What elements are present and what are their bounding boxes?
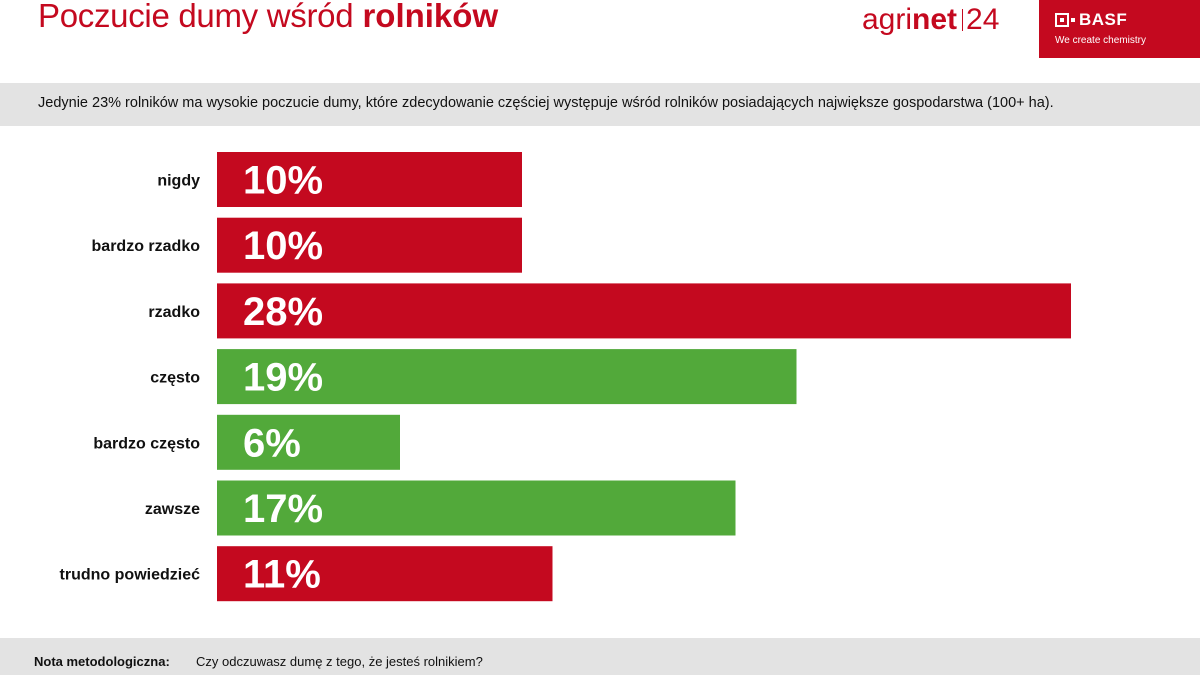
subtitle-band: Jedynie 23% rolników ma wysokie poczucie… bbox=[0, 83, 1200, 126]
category-label: zawsze bbox=[145, 501, 200, 518]
title-bold: rolników bbox=[362, 0, 499, 34]
methodology-label: Nota metodologiczna: bbox=[34, 654, 170, 669]
category-label: trudno powiedzieć bbox=[60, 567, 201, 584]
basf-logo: BASF We create chemistry bbox=[1039, 0, 1200, 58]
category-label: nigdy bbox=[157, 173, 200, 190]
bar bbox=[217, 414, 400, 470]
agrinet-logo-part3: 24 bbox=[966, 3, 1000, 36]
value-label: 17% bbox=[243, 487, 323, 531]
bar bbox=[217, 480, 736, 536]
methodology-note: Nota metodologiczna: Czy odczuwasz dumę … bbox=[0, 638, 1200, 675]
category-label: bardzo często bbox=[93, 435, 200, 452]
agrinet-logo-part2: net bbox=[912, 3, 958, 36]
page-title: Poczucie dumy wśród rolników bbox=[38, 0, 498, 36]
agrinet-separator bbox=[962, 9, 964, 31]
bar bbox=[217, 152, 522, 207]
category-label: często bbox=[150, 370, 200, 387]
category-label: rzadko bbox=[148, 304, 200, 321]
bar bbox=[217, 283, 1071, 339]
bar bbox=[217, 546, 553, 602]
category-label: bardzo rzadko bbox=[92, 238, 201, 255]
agrinet-logo: agrinet 24 bbox=[862, 2, 999, 38]
value-label: 19% bbox=[243, 356, 323, 400]
value-label: 10% bbox=[243, 224, 323, 268]
bar bbox=[217, 349, 797, 405]
value-label: 6% bbox=[243, 421, 301, 465]
agrinet-logo-part1: agri bbox=[862, 3, 913, 36]
bar-chart: nigdy 10% bardzo rzadko 10% rzadko 28% często 1… bbox=[60, 152, 1071, 602]
basf-dash-icon bbox=[1071, 18, 1075, 22]
bar bbox=[217, 217, 522, 273]
basf-square-icon bbox=[1055, 13, 1069, 27]
basf-tagline: We create chemistry bbox=[1055, 35, 1146, 46]
value-label: 28% bbox=[243, 290, 323, 334]
methodology-question: Czy odczuwasz dumę z tego, że jesteś rol… bbox=[196, 654, 483, 669]
value-label: 11% bbox=[243, 553, 321, 597]
basf-name: BASF bbox=[1079, 10, 1128, 29]
subtitle-text: Jedynie 23% rolników ma wysokie poczucie… bbox=[38, 95, 1054, 111]
value-label: 10% bbox=[243, 159, 323, 203]
title-prefix: Poczucie dumy wśród bbox=[38, 0, 354, 34]
